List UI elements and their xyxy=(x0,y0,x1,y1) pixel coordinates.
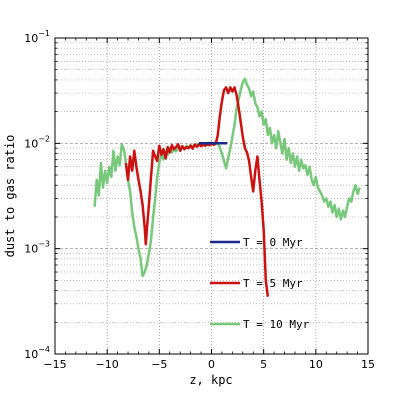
series-layer xyxy=(93,77,361,297)
x-axis-label: z, kpc xyxy=(189,373,232,387)
series-line-1 xyxy=(124,86,270,297)
legend-label: T = 5 Myr xyxy=(243,277,303,290)
series-line-2 xyxy=(93,77,361,278)
x-tick-label: −15 xyxy=(43,358,66,371)
legend-label: T = 0 Myr xyxy=(243,236,303,249)
y-tick-label: 10−4 xyxy=(24,345,50,361)
x-tick-label: 5 xyxy=(260,358,267,371)
legend-label: T = 10 Myr xyxy=(243,318,310,331)
x-tick-label: −5 xyxy=(151,358,167,371)
axis-ticks: −15 −10 −5 0 5 10 15 10−1 10−2 10−3 10−4 xyxy=(24,29,375,371)
x-tick-label: 15 xyxy=(361,358,375,371)
y-tick-label: 10−2 xyxy=(24,134,50,150)
x-tick-label: −10 xyxy=(96,358,119,371)
x-tick-label: 0 xyxy=(208,358,215,371)
y-axis-label: dust to gas ratio xyxy=(3,135,17,258)
y-tick-label: 10−1 xyxy=(24,29,50,45)
x-tick-label: 10 xyxy=(309,358,323,371)
legend: T = 0 Myr T = 5 Myr T = 10 Myr xyxy=(210,236,310,331)
y-tick-label: 10−3 xyxy=(24,240,50,256)
